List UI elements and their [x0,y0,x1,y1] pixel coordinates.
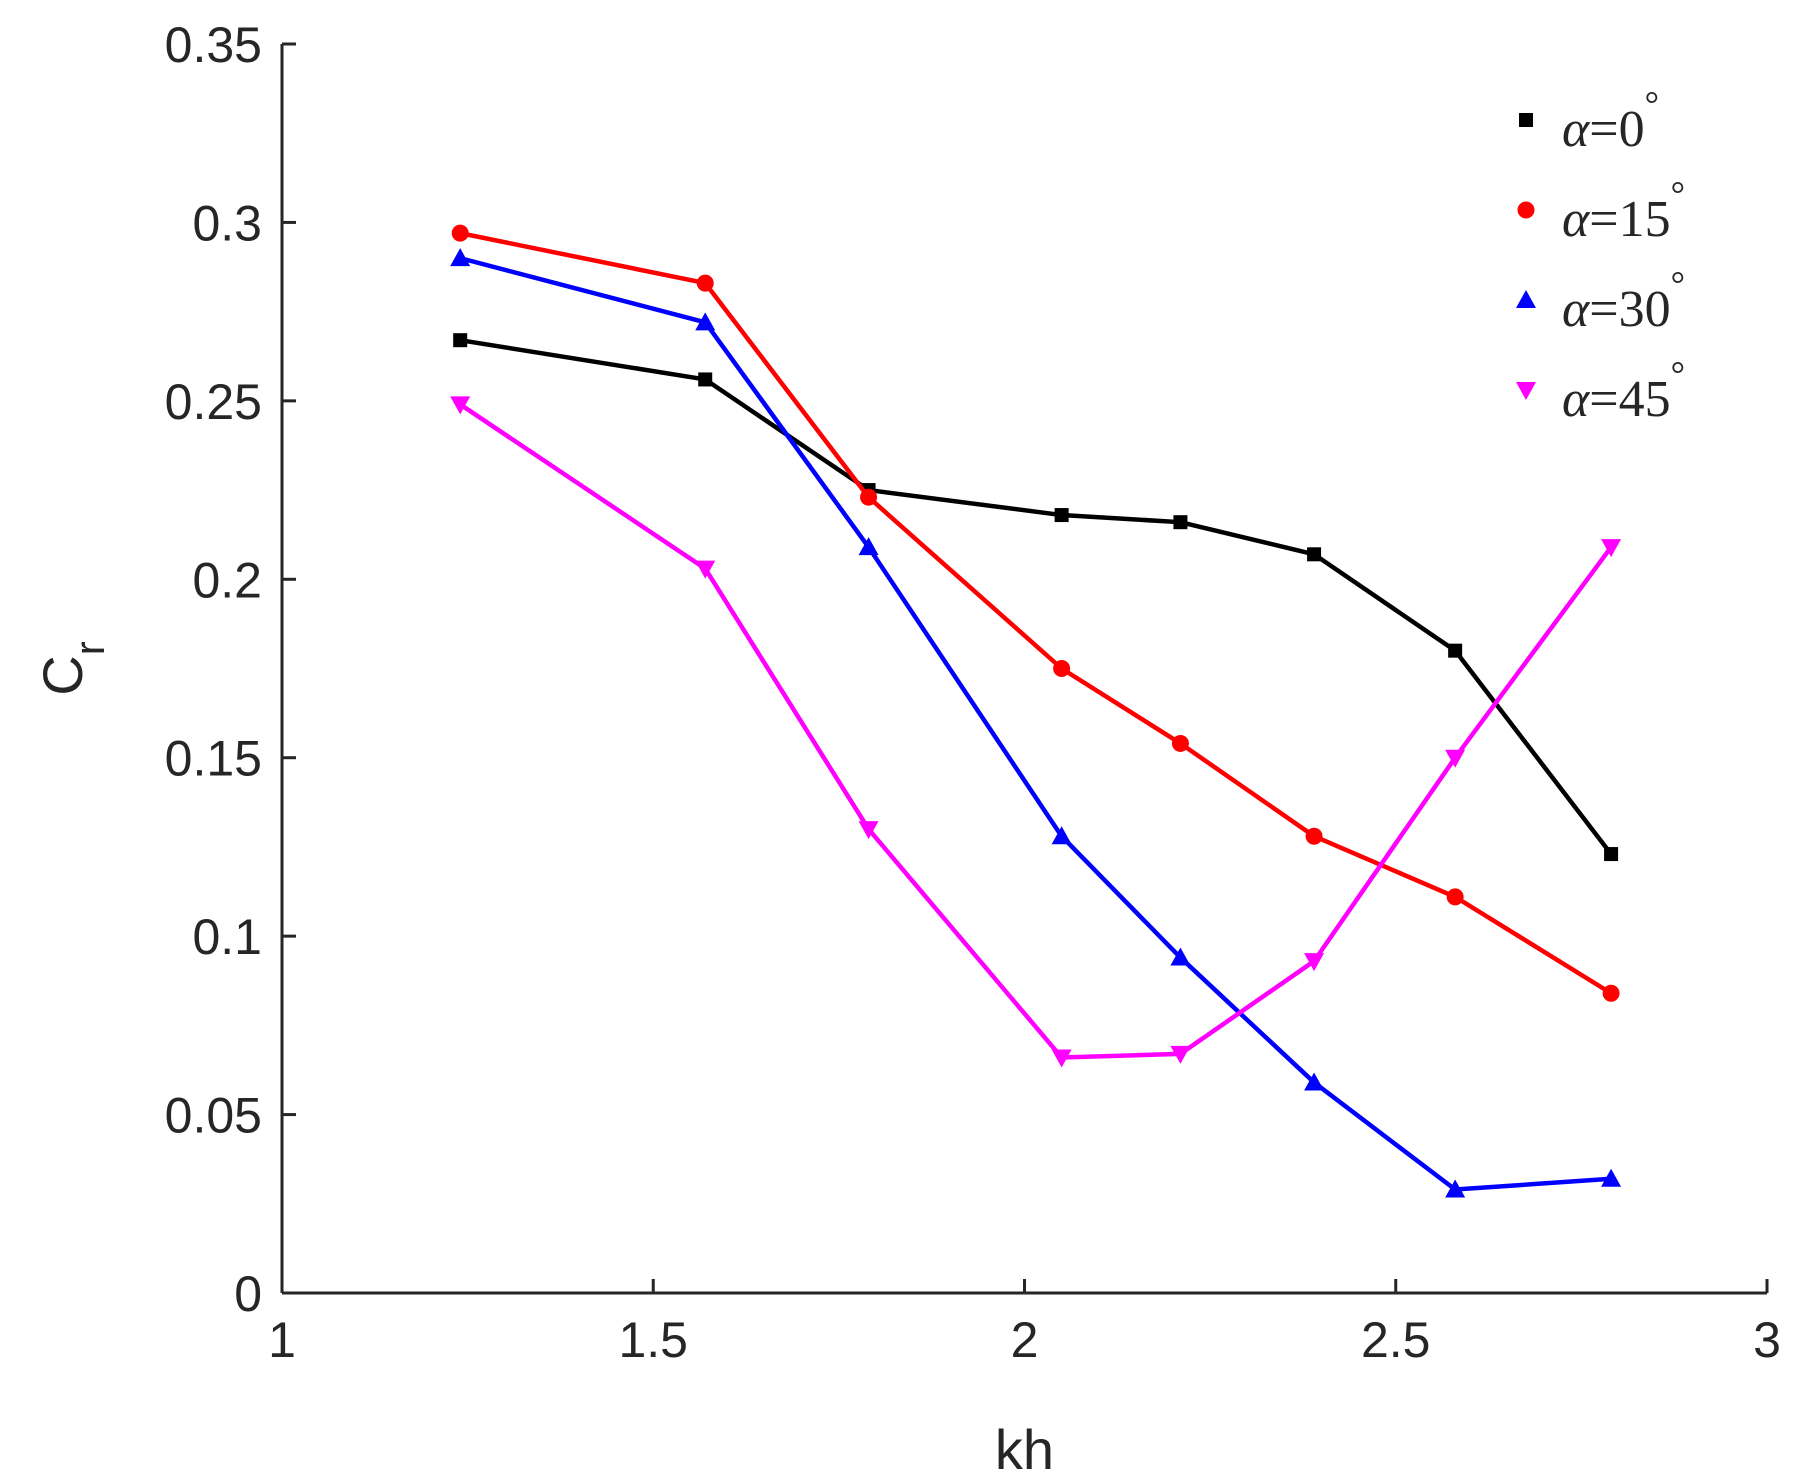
data-point [1601,1168,1622,1187]
data-point [858,821,879,840]
data-point [1053,660,1071,677]
data-point [1304,953,1325,972]
data-point [858,537,879,556]
data-point [1054,508,1069,523]
series-3 [450,396,1622,1068]
y-tick-label: 0.35 [165,17,262,73]
y-axis-label: Cr [31,641,113,695]
x-tick-label: 2 [1011,1312,1039,1368]
data-point [695,312,716,331]
legend-marker [1516,382,1536,400]
y-axis-label-main: C [31,655,94,695]
y-tick-label: 0.25 [165,374,262,430]
data-point [1304,1072,1325,1091]
axes: 1 1.5 2 2.5 3 0 0.05 0.1 0.15 0.2 0.25 0.3 0.35 kh Cr [31,17,1781,1479]
legend-degree: ° [1645,84,1659,124]
data-point [695,560,716,579]
legend-label: α=15° [1562,174,1685,248]
data-point [1446,888,1464,906]
y-tick-label: 0.2 [192,552,262,608]
series-2 [450,248,1622,1198]
data-point [1445,749,1466,768]
series-layer [450,224,1622,1198]
series-line [458,402,1613,1060]
data-point [1171,734,1189,752]
series-line [459,337,1613,856]
data-point [1601,539,1622,558]
legend-item: α=45° [1516,354,1685,428]
data-point [860,488,878,506]
legend-item: α=15° [1517,174,1685,248]
data-point [1051,1049,1072,1068]
series-0 [453,333,1619,862]
x-tick-label: 3 [1753,1312,1781,1368]
legend-marker [1519,113,1533,127]
data-point [451,224,469,242]
legend-value: =0 [1589,101,1644,158]
legend-value: =30 [1589,281,1670,338]
data-point [1448,643,1463,658]
y-axis-label-text: Cr [31,641,113,695]
data-point [453,333,468,348]
y-axis-label-subscript: r [66,641,113,655]
legend-label: α=30° [1562,264,1685,338]
data-point [450,248,471,267]
data-point [1170,1045,1191,1064]
legend-value: =15 [1589,191,1670,248]
data-point [696,274,714,292]
legend-marker [1517,201,1535,219]
y-tick-label: 0.1 [192,909,262,965]
data-point [1602,984,1620,1002]
x-axis-label: kh [995,1418,1054,1479]
legend-degree: ° [1671,174,1685,214]
legend-degree: ° [1671,354,1685,394]
data-point [450,396,471,415]
legend-symbol: α [1562,191,1591,248]
legend-item: α=30° [1516,264,1685,338]
series-1 [451,224,1620,1002]
data-point [698,372,713,387]
legend: α=0°α=15°α=30°α=45° [1516,84,1685,428]
legend-symbol: α [1562,101,1591,158]
data-point [1051,826,1072,845]
y-tick-label: 0 [234,1266,262,1322]
y-tick-label: 0.15 [165,731,262,787]
data-point [1305,827,1323,845]
legend-degree: ° [1671,264,1685,304]
legend-label: α=45° [1562,354,1685,428]
data-point [1307,547,1322,562]
data-point [1173,515,1188,530]
legend-item: α=0° [1519,84,1659,158]
data-point [1604,847,1619,862]
series-line [459,255,1612,1192]
legend-symbol: α [1562,281,1591,338]
legend-value: =45 [1589,371,1670,428]
x-tick-label: 1.5 [618,1312,688,1368]
data-point [1170,947,1191,966]
x-tick-label: 2.5 [1361,1312,1431,1368]
legend-marker [1516,290,1536,308]
y-tick-label: 0.3 [192,195,262,251]
data-point [1445,1179,1466,1198]
legend-label: α=0° [1562,84,1659,158]
series-line [459,230,1613,996]
legend-symbol: α [1562,371,1591,428]
y-tick-label: 0.05 [165,1088,262,1144]
x-tick-label: 1 [268,1312,296,1368]
